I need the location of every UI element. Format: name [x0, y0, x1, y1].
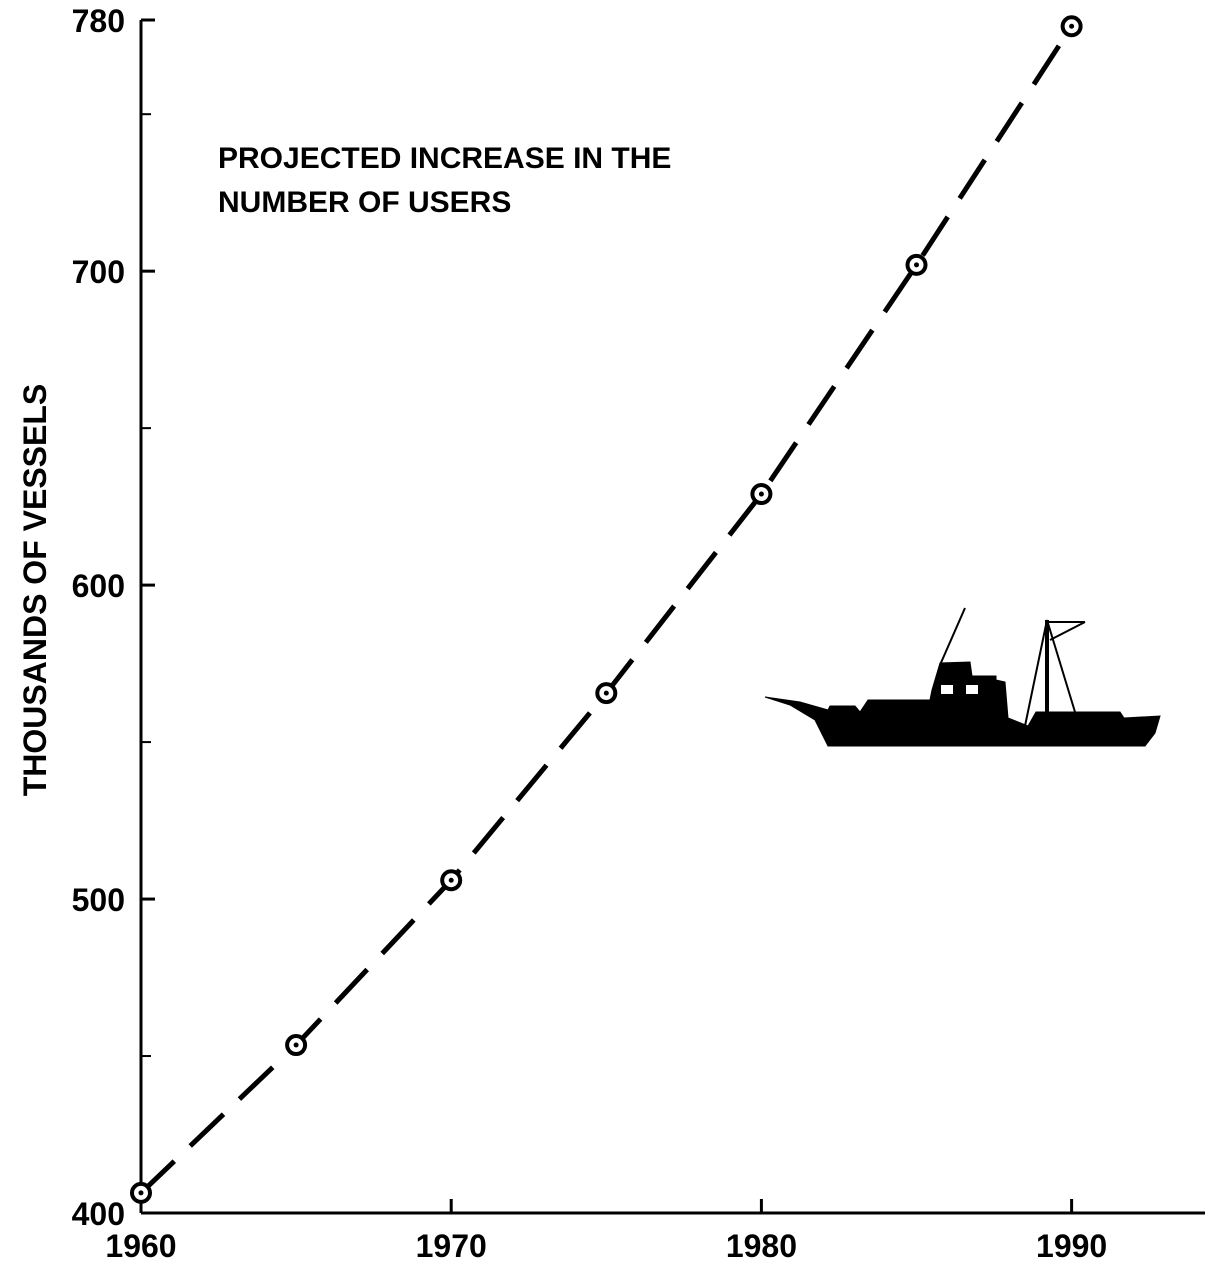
data-point — [750, 483, 773, 506]
point-dot — [293, 1042, 299, 1048]
x-tick-label: 1970 — [416, 1228, 487, 1264]
x-tick-label: 1980 — [726, 1228, 797, 1264]
boat-illustration — [764, 607, 1161, 747]
data-point — [905, 253, 928, 276]
annotation-line: PROJECTED INCREASE IN THE — [218, 142, 671, 175]
point-dot — [758, 491, 764, 497]
y-tick-label: 700 — [72, 254, 125, 290]
x-tick-label: 1960 — [105, 1228, 176, 1264]
annotation-line: NUMBER OF USERS — [218, 186, 511, 219]
x-tick-label: 1990 — [1036, 1228, 1107, 1264]
y-tick-label: 780 — [72, 3, 125, 39]
y-tick-label: 500 — [72, 882, 125, 918]
point-dot — [603, 690, 609, 696]
data-point — [130, 1181, 152, 1204]
point-dot — [914, 262, 920, 268]
data-point — [1060, 15, 1083, 38]
y-axis-label: THOUSANDS OF VESSELS — [17, 384, 53, 797]
data-point — [595, 682, 618, 705]
point-dot — [1069, 23, 1075, 29]
y-tick-label: 600 — [72, 568, 125, 604]
y-tick-label: 400 — [72, 1196, 125, 1232]
data-point — [440, 869, 463, 892]
data-point — [285, 1034, 308, 1057]
point-dot — [448, 877, 454, 883]
point-dot — [138, 1190, 144, 1196]
